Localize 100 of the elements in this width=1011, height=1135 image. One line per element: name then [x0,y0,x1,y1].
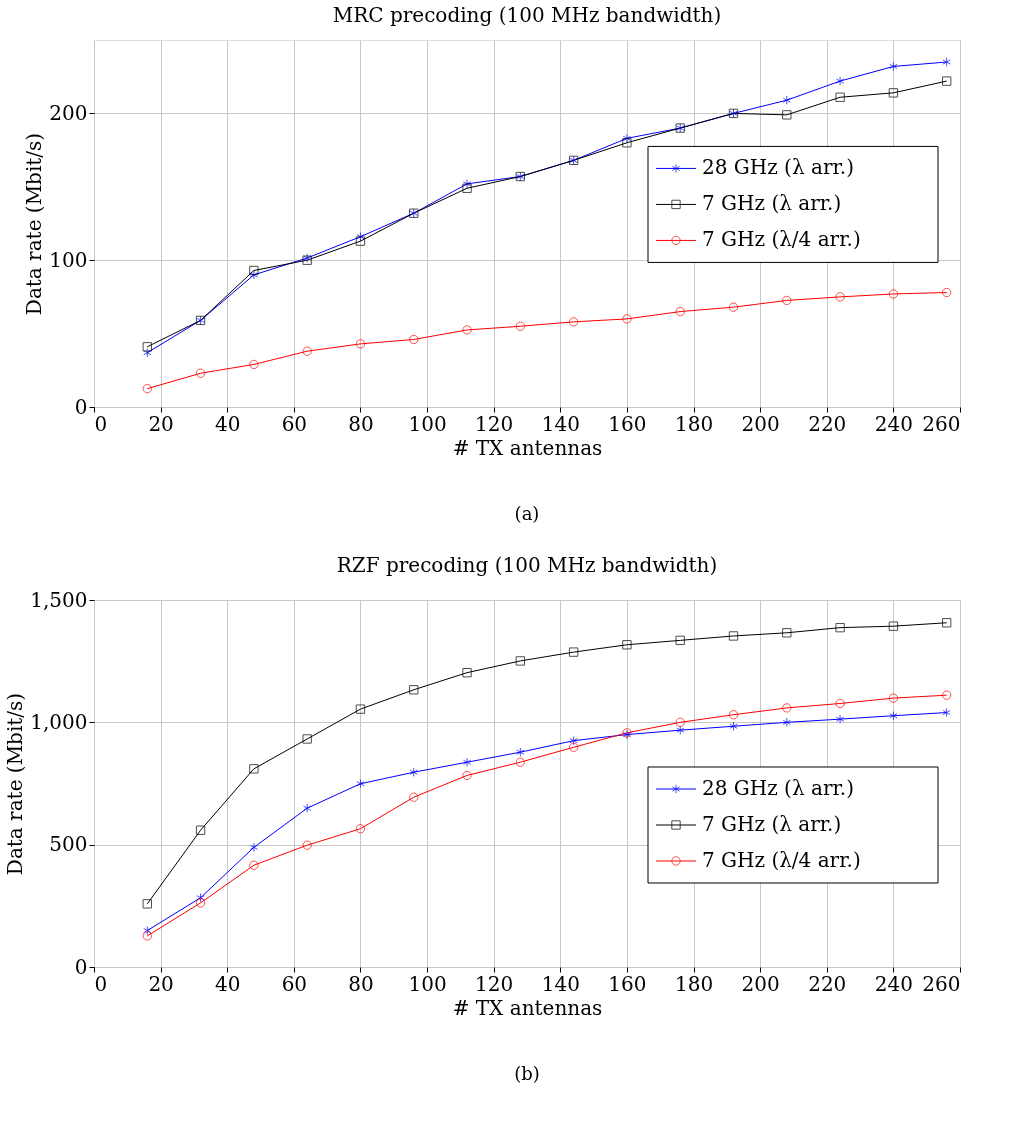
point [302,840,312,850]
point [675,306,685,317]
point [462,770,472,781]
point [889,61,898,72]
text: (a) [514,503,540,524]
point [515,757,526,767]
x-tick-label: 180 [674,971,714,996]
x-tick-label: 80 [348,411,374,436]
point [195,898,206,908]
legend-label: 28 GHz (λ arr.) [702,155,854,180]
point [355,824,366,834]
text: (b) [514,1063,540,1084]
legend-label: 7 GHz (λ/4 arr.) [702,847,861,872]
point [568,647,579,657]
x-tick-label: 260 [922,971,961,996]
point [782,295,792,306]
y-tick-label: 1,000 [30,709,88,734]
x-tick-label: 140 [541,971,580,996]
point [462,179,472,189]
point [729,721,738,731]
point [942,707,951,718]
point [782,628,792,638]
point [356,779,365,789]
point [409,685,419,695]
point [249,860,259,870]
point [249,359,259,370]
x-tick-label: 60 [281,411,308,436]
x-tick-label: 40 [215,971,241,996]
point [835,622,845,633]
point [889,711,898,721]
point [888,621,899,631]
point [515,321,526,331]
point [355,704,366,714]
chart-title: MRC precoding (100 MHz bandwidth) [332,3,722,27]
point [569,736,578,746]
point [142,899,152,909]
point [782,717,791,728]
point [142,383,152,394]
point [142,342,152,352]
point [143,348,152,358]
point [302,346,312,356]
x-tick-label: 260 [922,411,961,436]
point [942,57,951,67]
point [835,76,845,86]
x-tick-label: 140 [541,411,580,436]
point [249,842,259,853]
point [782,95,791,105]
legend-label: 7 GHz (λ arr.) [702,811,842,836]
y-tick-label: 500 [49,832,88,857]
x-tick-label: 60 [281,971,308,996]
x-tick-label: 120 [475,971,514,996]
point [462,183,472,193]
point [355,236,366,246]
point [195,825,206,835]
y-tick-label: 200 [49,100,88,125]
chart-title: RZF precoding (100 MHz bandwidth) [336,553,718,577]
point [728,710,739,720]
point [941,690,952,700]
x-tick-label: 20 [148,971,174,996]
point [515,656,526,666]
point [728,631,739,641]
point [888,693,899,703]
point [302,734,312,744]
point [568,742,579,752]
point [462,325,472,335]
point [622,138,632,148]
x-axis-title: # TX antennas [452,995,603,1020]
legend-label: 7 GHz (λ/4 arr.) [702,227,861,252]
point [462,757,472,767]
x-tick-label: 200 [741,971,780,996]
point [728,302,739,312]
point [888,88,899,98]
point [676,725,685,735]
x-tick-label: 40 [215,411,241,436]
point [835,92,845,102]
point [249,265,259,276]
x-tick-label: 240 [874,971,913,996]
point [355,339,366,349]
y-axis-title: Data rate (Mbit/s) [3,692,28,876]
point [835,714,845,724]
x-tick-label: 100 [408,971,447,996]
point [143,925,152,936]
point [782,110,792,120]
point [675,635,685,646]
legend-label: 7 GHz (λ arr.) [702,191,842,216]
x-tick-label: 180 [674,411,714,436]
point [835,292,845,302]
x-tick-label: 220 [808,971,847,996]
point [835,698,845,709]
y-tick-label: 1,500 [30,587,88,612]
point [675,717,685,728]
point [409,334,419,345]
x-tick-label: 240 [874,411,913,436]
point [356,232,365,242]
point [941,287,952,298]
y-tick-label: 100 [49,247,88,272]
y-tick-label: 0 [74,394,88,419]
point [941,76,952,86]
x-tick-label: 100 [408,411,447,436]
point [941,618,952,628]
